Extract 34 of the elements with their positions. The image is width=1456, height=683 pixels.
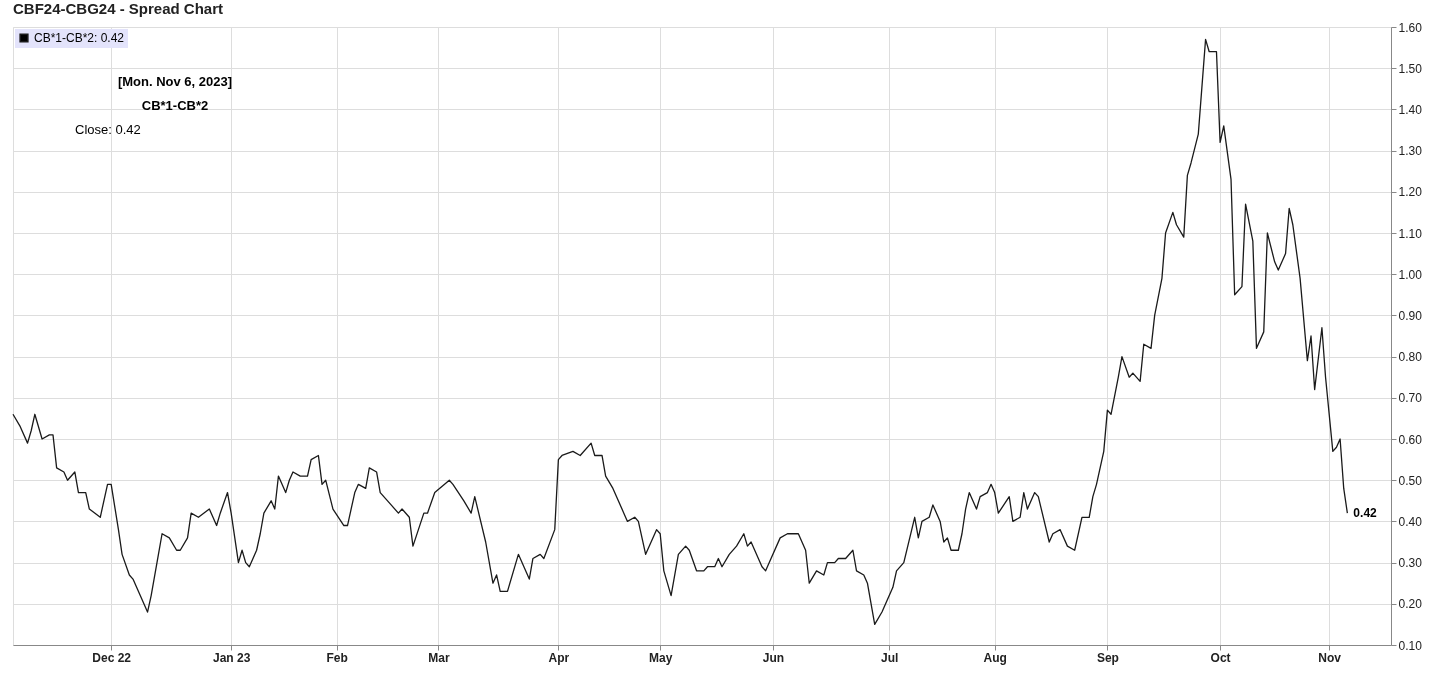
y-tick-label: 0.30: [1398, 556, 1423, 571]
y-tick-label: 0.10: [1398, 638, 1423, 653]
x-tick-label: Jan 23: [212, 650, 251, 665]
x-tick-label: May: [649, 650, 673, 665]
x-tick-label: Jun: [762, 650, 785, 665]
x-tick-label: Feb: [326, 650, 348, 665]
y-tick-label: 1.20: [1398, 185, 1423, 200]
x-tick-label: Jul: [881, 650, 899, 665]
y-tick-label: 1.40: [1398, 102, 1423, 117]
y-tick-label: 0.60: [1398, 432, 1423, 447]
annotation: CB*1-CB*2: [141, 98, 209, 113]
annotation: [Mon. Nov 6, 2023]: [117, 74, 233, 89]
annotation: Close: 0.42: [75, 122, 141, 137]
y-tick-label: 1.00: [1398, 267, 1423, 282]
y-tick-label: 0.70: [1398, 391, 1423, 406]
x-tick-label: Aug: [983, 650, 1007, 665]
y-tick-label: 0.20: [1398, 597, 1423, 612]
x-tick-label: Mar: [428, 650, 450, 665]
x-tick-label: Oct: [1210, 650, 1231, 665]
y-tick-label: 1.50: [1398, 61, 1423, 76]
y-tick-label: 1.30: [1398, 144, 1423, 159]
y-tick-label: 0.40: [1398, 514, 1423, 529]
x-tick-label: Sep: [1096, 650, 1119, 665]
y-tick-label: 0.80: [1398, 350, 1423, 365]
y-tick-label: 1.10: [1398, 226, 1423, 241]
chart-title: CBF24-CBG24 - Spread Chart: [13, 0, 224, 17]
annotation: 0.42: [1353, 506, 1378, 521]
y-tick-label: 0.50: [1398, 473, 1423, 488]
legend-label: CB*1-CB*2: 0.42: [34, 31, 125, 45]
y-tick-label: 0.90: [1398, 308, 1423, 323]
x-tick-label: Dec 22: [92, 650, 132, 665]
x-tick-label: Apr: [548, 650, 570, 665]
y-tick-label: 1.60: [1398, 20, 1423, 35]
x-tick-label: Nov: [1318, 650, 1342, 665]
